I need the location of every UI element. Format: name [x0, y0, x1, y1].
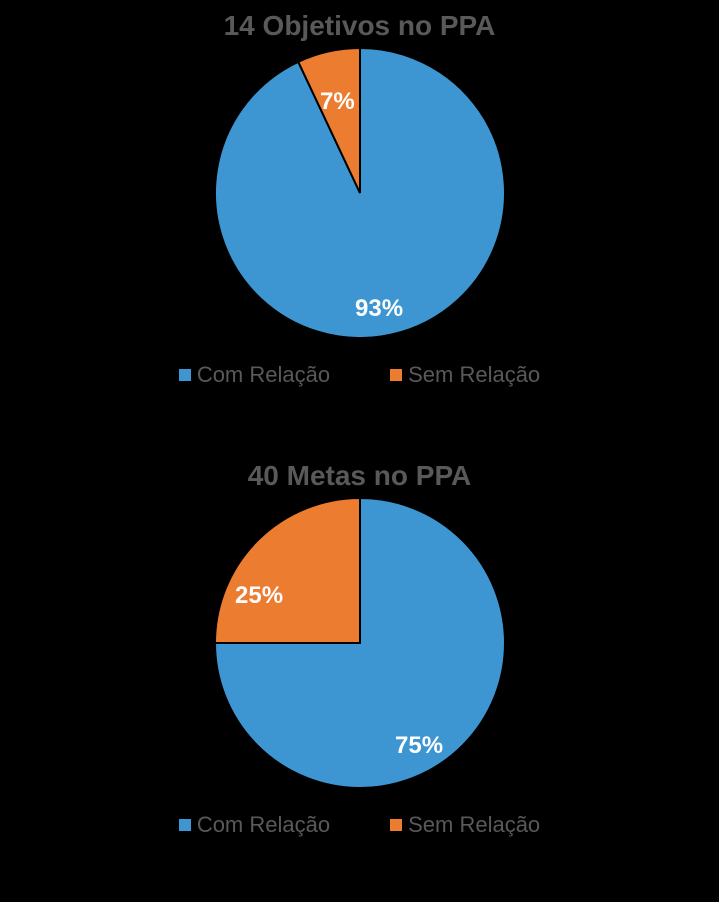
- pie-slice: [215, 498, 360, 643]
- legend-item: Com Relação: [179, 362, 330, 388]
- legend-label: Com Relação: [197, 812, 330, 838]
- pie-data-label: 25%: [235, 582, 283, 610]
- legend-label: Sem Relação: [408, 812, 540, 838]
- pie-data-label: 7%: [320, 88, 355, 116]
- legend-label: Sem Relação: [408, 362, 540, 388]
- legend-item: Sem Relação: [390, 362, 540, 388]
- legend-item: Sem Relação: [390, 812, 540, 838]
- chart-title: 40 Metas no PPA: [0, 460, 719, 492]
- legend-item: Com Relação: [179, 812, 330, 838]
- pie-chart: [215, 498, 505, 788]
- pie-svg: [215, 498, 505, 788]
- pie-data-label: 93%: [355, 295, 403, 323]
- chart-title: 14 Objetivos no PPA: [0, 10, 719, 42]
- legend-swatch: [390, 819, 402, 831]
- legend-swatch: [179, 819, 191, 831]
- chart-block-metas: 40 Metas no PPA Com Relação Sem Relação: [0, 460, 719, 838]
- pie-data-label: 75%: [395, 732, 443, 760]
- chart-legend: Com Relação Sem Relação: [0, 362, 719, 388]
- legend-label: Com Relação: [197, 362, 330, 388]
- legend-swatch: [390, 369, 402, 381]
- chart-legend: Com Relação Sem Relação: [0, 812, 719, 838]
- legend-swatch: [179, 369, 191, 381]
- chart-block-objetivos: 14 Objetivos no PPA Com Relação Sem Rela…: [0, 10, 719, 388]
